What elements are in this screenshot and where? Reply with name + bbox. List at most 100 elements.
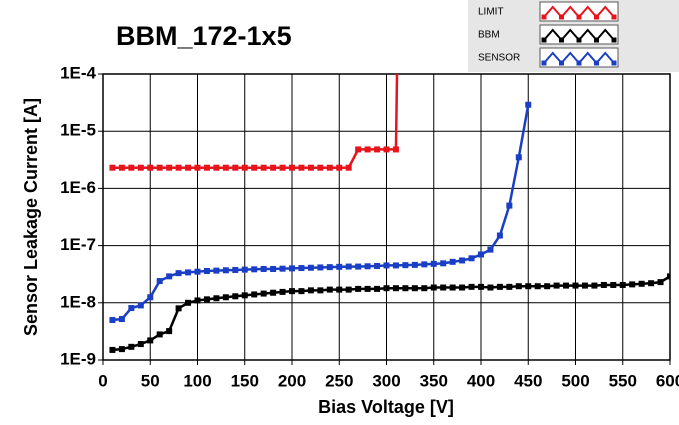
data-point <box>392 146 399 153</box>
data-point <box>317 164 324 171</box>
data-point <box>345 263 352 270</box>
data-point <box>421 261 428 268</box>
data-point <box>185 269 192 276</box>
data-point <box>326 286 333 293</box>
y-tick-label: 1E-8 <box>60 292 96 311</box>
data-point <box>109 164 116 171</box>
data-point <box>374 146 381 153</box>
data-point <box>487 246 494 253</box>
data-point <box>213 267 220 274</box>
legend-swatch-marker <box>576 37 582 43</box>
data-point <box>213 164 220 171</box>
x-tick-label: 350 <box>420 371 448 390</box>
data-point <box>336 286 343 293</box>
data-point <box>232 266 239 273</box>
data-point <box>591 282 598 289</box>
data-point <box>166 273 173 280</box>
data-point <box>289 288 295 295</box>
x-tick-label: 300 <box>372 371 400 390</box>
data-point <box>506 202 513 209</box>
legend-swatch-marker <box>594 60 599 66</box>
data-point <box>487 284 494 291</box>
data-point <box>515 283 522 290</box>
data-point <box>392 285 399 292</box>
data-point <box>468 255 475 262</box>
data-point <box>298 288 305 295</box>
data-point <box>430 284 437 291</box>
data-point <box>118 164 125 171</box>
x-tick-label: 50 <box>141 371 160 390</box>
data-point <box>440 260 447 267</box>
data-point <box>572 282 579 289</box>
data-point <box>364 146 371 153</box>
data-point <box>307 164 314 171</box>
data-point <box>478 251 484 258</box>
legend-swatch-marker <box>611 37 617 43</box>
data-point <box>326 164 333 171</box>
data-point <box>175 305 182 312</box>
data-point <box>317 287 324 294</box>
data-point <box>525 283 532 290</box>
data-point <box>251 164 258 171</box>
data-point <box>544 283 551 290</box>
x-tick-label: 400 <box>467 371 495 390</box>
data-point <box>251 266 258 273</box>
data-point <box>156 278 163 285</box>
data-point <box>657 279 664 286</box>
data-point <box>289 164 295 171</box>
legend-swatch-marker <box>576 60 582 66</box>
data-point <box>203 296 210 303</box>
data-point <box>392 262 399 269</box>
data-point <box>534 283 541 290</box>
data-point <box>459 284 466 291</box>
data-point <box>345 164 352 171</box>
x-axis-label: Bias Voltage [V] <box>318 397 454 417</box>
legend-swatch-marker <box>611 14 617 20</box>
x-tick-label: 250 <box>325 371 353 390</box>
legend-swatch-marker <box>594 37 599 43</box>
data-point <box>345 286 352 293</box>
data-point <box>260 290 267 297</box>
data-point <box>619 281 626 288</box>
data-point <box>137 302 144 309</box>
data-point <box>336 164 343 171</box>
legend-swatch-marker <box>611 60 617 66</box>
data-point <box>383 262 390 269</box>
data-point <box>383 146 390 153</box>
data-point <box>260 164 267 171</box>
data-point <box>307 264 314 271</box>
data-point <box>156 164 163 171</box>
data-point <box>241 164 248 171</box>
data-point <box>222 267 229 274</box>
data-point <box>203 267 210 274</box>
data-point <box>553 282 560 289</box>
x-tick-label: 500 <box>561 371 589 390</box>
data-point <box>185 299 192 306</box>
x-tick-label: 150 <box>231 371 259 390</box>
data-point <box>449 284 456 291</box>
data-point <box>175 164 182 171</box>
x-tick-label: 550 <box>609 371 637 390</box>
data-point <box>203 164 210 171</box>
data-point <box>298 164 305 171</box>
data-point <box>194 164 201 171</box>
data-point <box>251 291 258 298</box>
data-point <box>478 283 484 290</box>
data-point <box>175 270 182 277</box>
data-point <box>326 264 333 271</box>
y-tick-label: 1E-6 <box>60 178 96 197</box>
data-point <box>355 146 362 153</box>
data-point <box>496 232 503 239</box>
data-point <box>279 164 286 171</box>
legend-label: LIMIT <box>478 7 504 18</box>
data-point <box>374 285 381 292</box>
data-point <box>147 294 154 301</box>
data-point <box>289 265 295 272</box>
data-point <box>232 293 239 300</box>
x-tick-label: 0 <box>98 371 107 390</box>
data-point <box>610 281 617 288</box>
data-point <box>364 263 371 270</box>
data-point <box>137 341 144 348</box>
data-point <box>411 285 418 292</box>
